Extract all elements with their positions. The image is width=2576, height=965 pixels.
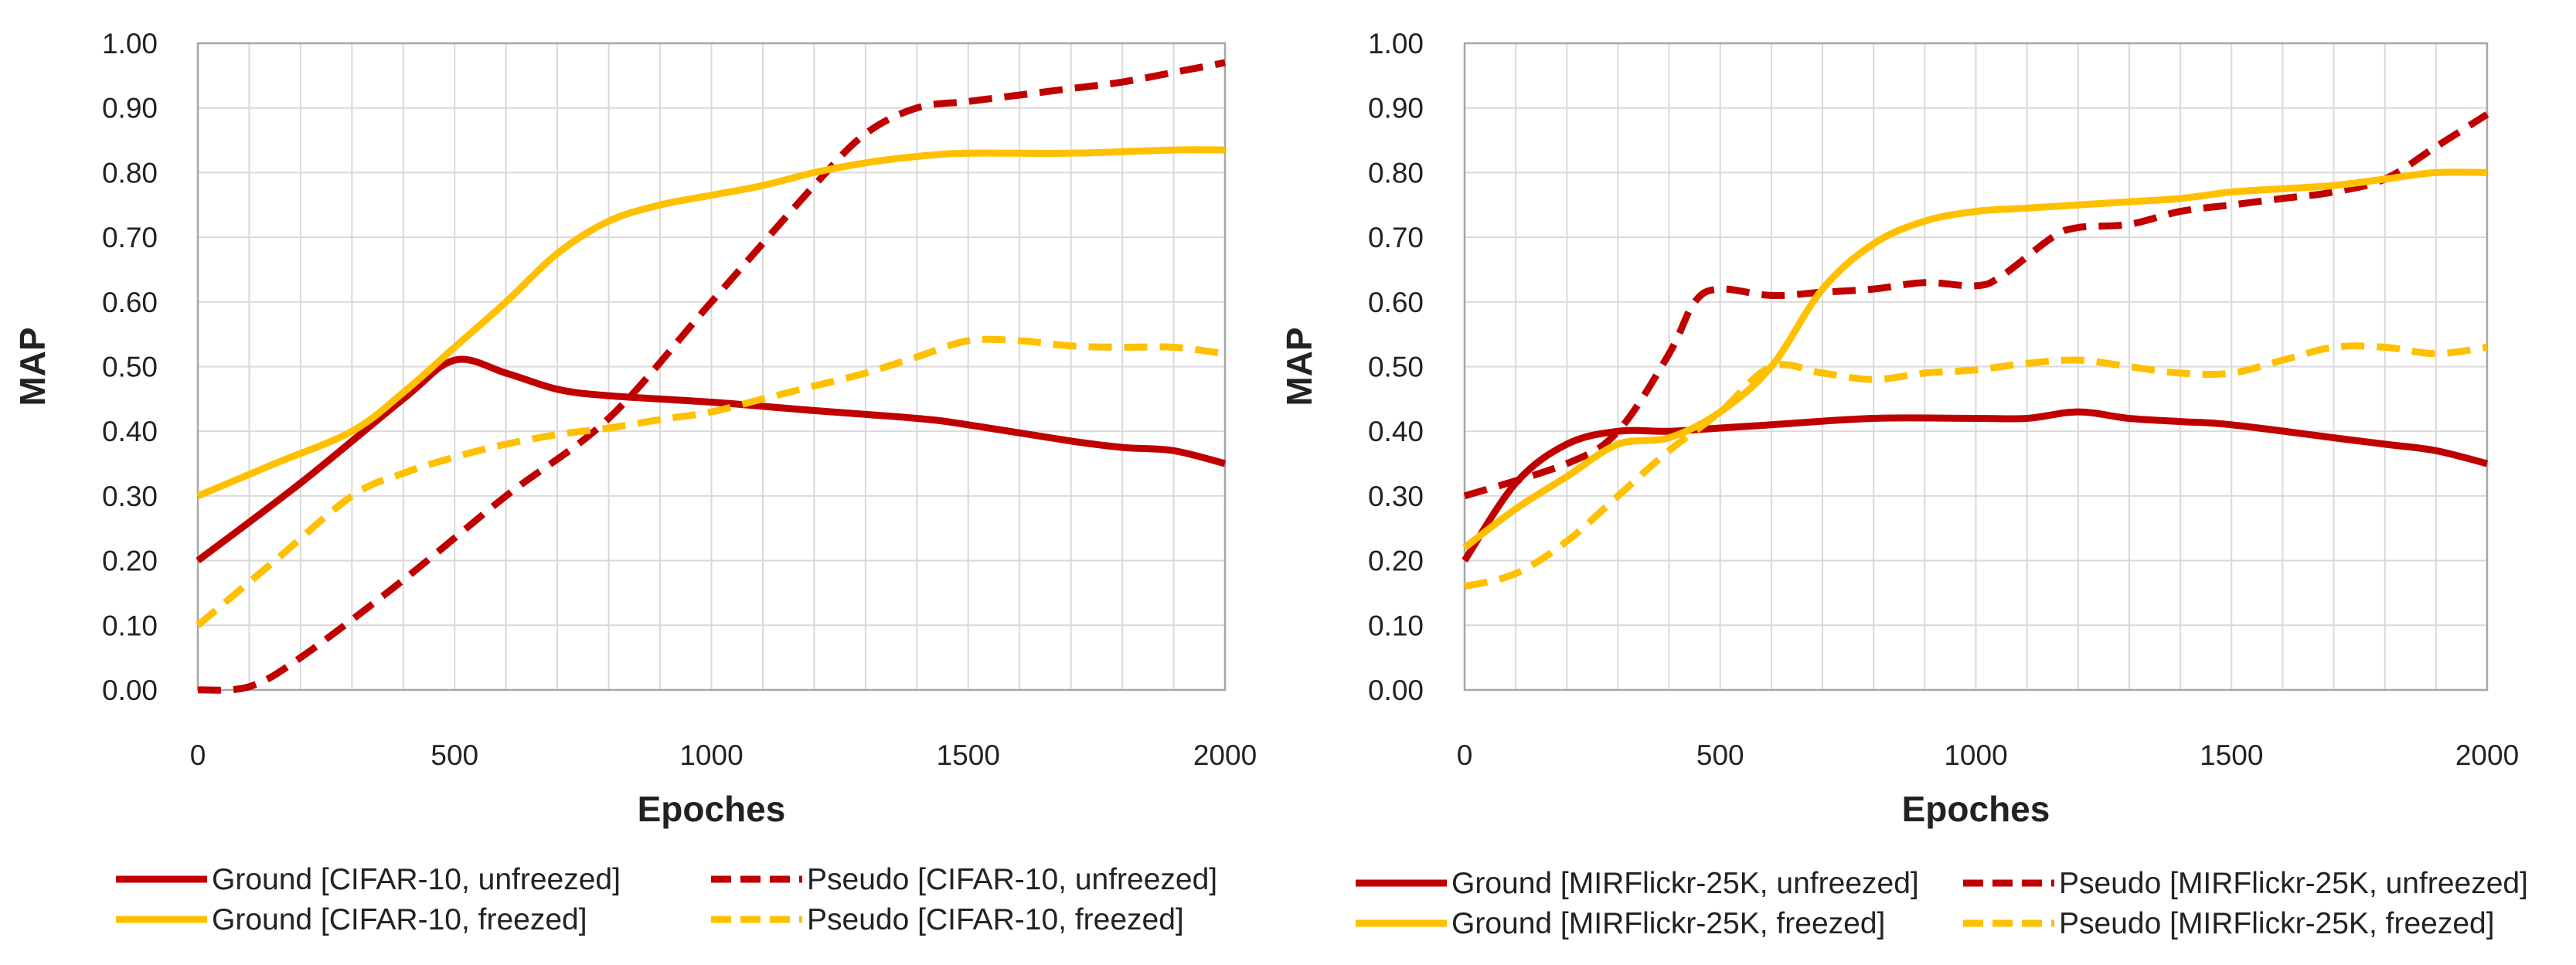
legend-item: Pseudo [CIFAR-10, unfreezed] xyxy=(711,863,1217,896)
legend-item: Pseudo [MIRFlickr-25K, unfreezed] xyxy=(1963,867,2528,900)
y-tick-label: 0.50 xyxy=(1368,352,1424,383)
y-tick-label: 0.20 xyxy=(102,545,158,577)
y-tick-label: 1.00 xyxy=(102,28,158,59)
series-line xyxy=(197,59,1226,694)
series-line xyxy=(1462,408,2489,563)
series-line xyxy=(1462,168,2488,551)
plot-area-border xyxy=(1463,42,2489,691)
series-line xyxy=(1463,111,2489,500)
x-tick-label: 0 xyxy=(190,739,206,771)
series-line xyxy=(196,146,1226,500)
series-line xyxy=(196,335,1226,628)
x-tick-label: 500 xyxy=(430,739,478,771)
legend-item: Ground [MIRFlickr-25K, unfreezed] xyxy=(1356,867,1919,900)
legend-item: Ground [CIFAR-10, freezed] xyxy=(116,903,587,936)
y-tick-label: 0.80 xyxy=(1368,157,1424,189)
x-tick-label: 0 xyxy=(1457,739,1473,771)
x-axis-title: Epoches xyxy=(638,789,786,829)
chart-1: 0.00 0.10 0.20 0.30 0.40 0.50 0.60 0.70 0.80 0.90… xyxy=(12,28,1257,936)
y-tick-label: 0.00 xyxy=(102,674,158,706)
chart-2: 0.00 0.10 0.20 0.30 0.40 0.50 0.60 0.70 0.80 0.90… xyxy=(1279,28,2528,940)
y-tick-label: 0.30 xyxy=(102,481,158,512)
y-tick-label: 0.10 xyxy=(1368,610,1424,641)
y-tick-label: 0.40 xyxy=(102,416,158,447)
plot-area-border xyxy=(196,42,1227,691)
y-tick-label: 1.00 xyxy=(1368,28,1424,59)
y-tick-label: 0.40 xyxy=(1368,416,1424,447)
y-tick-label: 0.70 xyxy=(1368,222,1424,253)
x-tick-label: 1500 xyxy=(937,739,1000,771)
legend-label: Pseudo [MIRFlickr-25K, freezed] xyxy=(2059,907,2495,940)
legend-label: Pseudo [CIFAR-10, unfreezed] xyxy=(807,863,1217,896)
x-tick-label: 1000 xyxy=(1944,739,2007,771)
legend-label: Ground [CIFAR-10, unfreezed] xyxy=(212,863,621,896)
legend-label: Ground [MIRFlickr-25K, freezed] xyxy=(1451,907,1885,940)
legend-item: Pseudo [CIFAR-10, freezed] xyxy=(711,903,1184,936)
y-tick-label: 0.50 xyxy=(102,352,158,383)
y-tick-label: 0.70 xyxy=(102,222,158,253)
series-group xyxy=(1462,111,2489,590)
legend-label: Ground [CIFAR-10, freezed] xyxy=(212,903,587,936)
x-tick-label: 2000 xyxy=(2455,739,2519,771)
series-line xyxy=(1463,342,2488,590)
x-tick-label: 1000 xyxy=(679,739,743,771)
x-tick-label: 2000 xyxy=(1193,739,1257,771)
y-tick-label: 0.30 xyxy=(1368,481,1424,512)
legend-item: Pseudo [MIRFlickr-25K, freezed] xyxy=(1963,907,2495,940)
x-tick-label: 1500 xyxy=(2200,739,2263,771)
y-tick-label: 0.60 xyxy=(1368,287,1424,318)
legend: Ground [CIFAR-10, unfreezed] Pseudo [CIFA… xyxy=(116,863,1217,936)
x-tick-label: 500 xyxy=(1696,739,1744,771)
y-tick-label: 0.60 xyxy=(102,287,158,318)
y-tick-label: 0.80 xyxy=(102,157,158,189)
y-tick-label: 0.00 xyxy=(1368,674,1424,706)
y-tick-label: 0.10 xyxy=(102,610,158,641)
series-group xyxy=(196,59,1227,694)
x-axis-title: Epoches xyxy=(1902,789,2050,829)
legend-label: Pseudo [CIFAR-10, freezed] xyxy=(807,903,1184,936)
legend: Ground [MIRFlickr-25K, unfreezed] Pseudo … xyxy=(1356,867,2528,940)
y-axis-title: MAP xyxy=(12,327,53,406)
y-tick-label: 0.20 xyxy=(1368,545,1424,577)
legend-item: Ground [MIRFlickr-25K, freezed] xyxy=(1356,907,1885,940)
legend-item: Ground [CIFAR-10, unfreezed] xyxy=(116,863,621,896)
legend-label: Pseudo [MIRFlickr-25K, unfreezed] xyxy=(2059,867,2528,900)
y-tick-label: 0.90 xyxy=(1368,93,1424,124)
series-line xyxy=(196,355,1227,564)
y-tick-label: 0.90 xyxy=(102,93,158,124)
y-axis-title: MAP xyxy=(1279,327,1319,406)
gridlines xyxy=(197,42,1226,691)
legend-label: Ground [MIRFlickr-25K, unfreezed] xyxy=(1451,867,1919,900)
